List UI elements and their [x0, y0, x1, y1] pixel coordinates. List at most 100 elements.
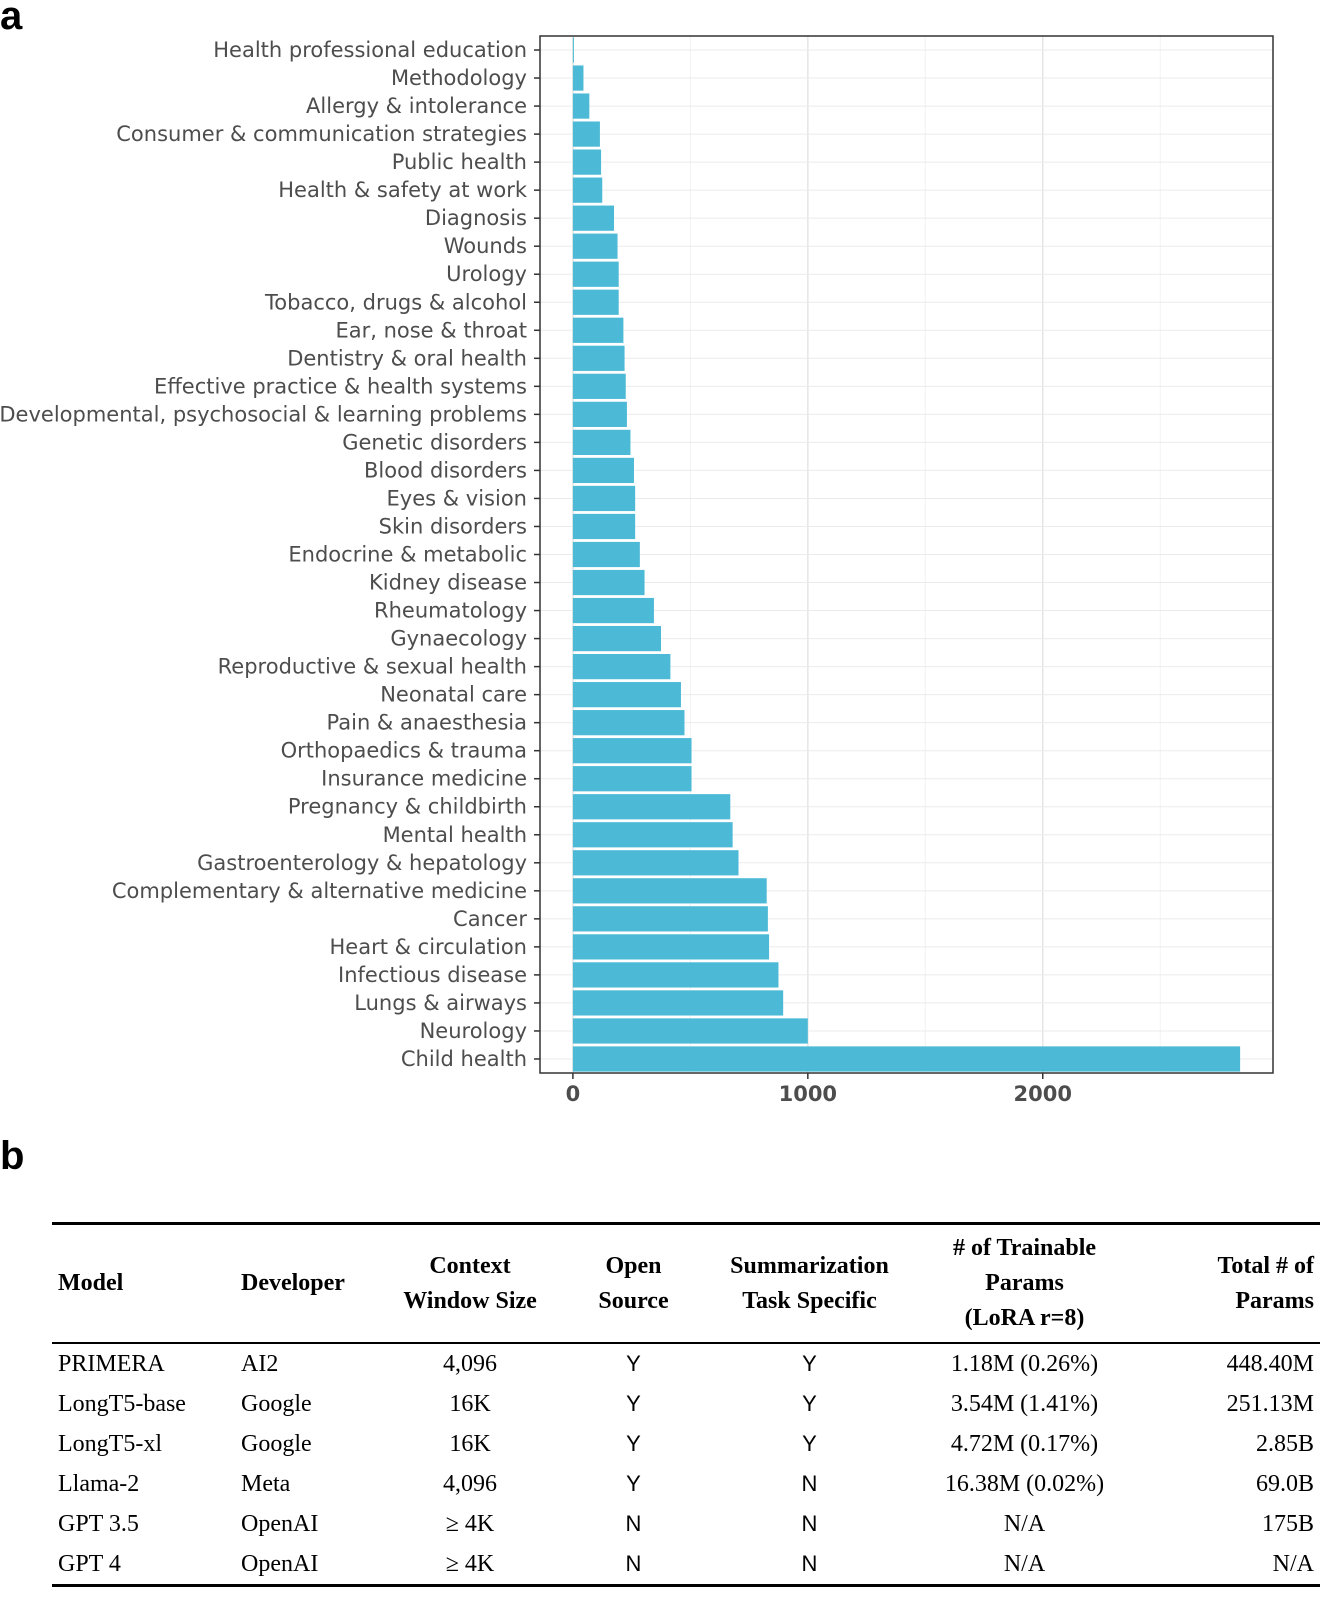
- cell-total-params: N/A: [1272, 1551, 1314, 1577]
- cell-developer: Google: [241, 1391, 312, 1417]
- cell-total-params: 251.13M: [1226, 1391, 1314, 1417]
- cell-developer: OpenAI: [241, 1551, 319, 1577]
- category-label: Genetic disorders: [342, 430, 527, 454]
- cell-model: Llama-2: [58, 1471, 140, 1497]
- cell-trainable-params: 16.38M (0.02%): [944, 1471, 1105, 1497]
- category-label: Eyes & vision: [387, 486, 527, 510]
- bar: [572, 990, 784, 1016]
- bar: [572, 429, 631, 456]
- bar: [572, 121, 600, 147]
- bar: [572, 233, 618, 259]
- cell-trainable-params: 1.18M (0.26%): [950, 1351, 1099, 1377]
- category-label: Kidney disease: [369, 571, 527, 595]
- bar: [572, 261, 619, 287]
- panel-a-label: a: [0, 0, 23, 38]
- category-label: Pregnancy & childbirth: [288, 795, 527, 819]
- bar: [572, 850, 739, 876]
- bar: [572, 682, 681, 708]
- bar: [572, 569, 645, 596]
- category-label: Endocrine & metabolic: [288, 543, 527, 567]
- cell-task-specific: Y: [802, 1431, 817, 1456]
- category-label: Methodology: [391, 66, 527, 90]
- table-row: LongT5-base Google 16K Y Y 3.54M (1.41%) 251.1…: [52, 1384, 1320, 1424]
- cell-total-params: 69.0B: [1255, 1471, 1314, 1497]
- bar: [572, 485, 636, 512]
- bar: [572, 653, 671, 680]
- plot-border: [539, 35, 1274, 1074]
- category-label: Mental health: [383, 823, 527, 847]
- category-label: Ear, nose & throat: [335, 318, 527, 342]
- category-label: Neurology: [420, 1019, 527, 1043]
- bar: [572, 401, 627, 427]
- table-header-row: Model Developer Context Window Size Open S…: [52, 1223, 1320, 1343]
- category-label: Complementary & alternative medicine: [112, 879, 527, 903]
- bar: [572, 289, 619, 315]
- bar: [572, 149, 602, 175]
- header-trainable-params: # of Trainable Params (LoRA r=8): [952, 1235, 1097, 1331]
- header-context-window: Context Window Size: [403, 1252, 537, 1314]
- table-row: Llama-2 Meta 4,096 Y N 16.38M (0.02%) 69.0B: [52, 1464, 1320, 1504]
- cell-task-specific: Y: [802, 1391, 817, 1416]
- bar: [572, 65, 584, 91]
- cell-model: GPT 3.5: [58, 1511, 139, 1537]
- cell-open-source: Y: [626, 1351, 641, 1376]
- cell-model: GPT 4: [58, 1551, 121, 1577]
- cell-developer: Google: [241, 1431, 312, 1457]
- cell-trainable-params: N/A: [1003, 1511, 1046, 1537]
- bar: [572, 1018, 808, 1044]
- cell-context: ≥ 4K: [445, 1511, 495, 1537]
- category-label: Skin disorders: [379, 514, 527, 538]
- bar: [572, 373, 626, 399]
- cell-trainable-params: 4.72M (0.17%): [950, 1431, 1099, 1457]
- category-label: Gynaecology: [390, 627, 527, 651]
- cell-total-params: 175B: [1261, 1511, 1314, 1537]
- cell-open-source: Y: [626, 1391, 641, 1416]
- header-total-params: Total # of Params: [1217, 1252, 1314, 1314]
- cell-developer: OpenAI: [241, 1511, 319, 1537]
- bar: [572, 513, 636, 540]
- header-open-source: Open Source: [598, 1252, 669, 1314]
- bar: [572, 794, 731, 820]
- cell-task-specific: N: [801, 1471, 818, 1496]
- bar: [572, 934, 770, 960]
- bar-chart: Health professional education Methodology…: [0, 35, 1274, 1106]
- table-row: PRIMERA AI2 4,096 Y Y 1.18M (0.26%) 448.40M: [52, 1343, 1320, 1384]
- bar: [572, 710, 685, 736]
- category-label: Diagnosis: [425, 206, 527, 230]
- table-row: GPT 3.5 OpenAI ≥ 4K N N N/A 175B: [52, 1504, 1320, 1544]
- model-comparison-table: Model Developer Context Window Size Open S…: [52, 1222, 1320, 1587]
- category-label: Orthopaedics & trauma: [281, 739, 527, 763]
- cell-total-params: 2.85B: [1255, 1431, 1314, 1457]
- x-tick-label: 1000: [779, 1082, 837, 1106]
- cell-open-source: Y: [626, 1431, 641, 1456]
- category-label: Pain & anaesthesia: [327, 711, 527, 735]
- bar: [572, 177, 603, 203]
- cell-model: LongT5-base: [58, 1391, 186, 1417]
- bar: [572, 457, 634, 484]
- bar: [572, 93, 590, 119]
- cell-open-source: Y: [626, 1471, 641, 1496]
- cell-open-source: N: [625, 1551, 642, 1576]
- bar: [572, 738, 692, 764]
- category-label: Effective practice & health systems: [154, 374, 527, 398]
- cell-trainable-params: N/A: [1003, 1551, 1046, 1577]
- category-label: Consumer & communication strategies: [116, 122, 527, 146]
- header-summarization: Summarization Task Specific: [730, 1252, 889, 1314]
- cell-context: 4,096: [443, 1351, 497, 1377]
- bar: [572, 822, 733, 848]
- cell-model: PRIMERA: [58, 1351, 165, 1377]
- cell-task-specific: Y: [802, 1351, 817, 1376]
- bar: [572, 345, 625, 371]
- table-row: GPT 4 OpenAI ≥ 4K N N N/A N/A: [52, 1544, 1320, 1586]
- bar: [572, 37, 574, 63]
- model-comparison-table-container: Model Developer Context Window Size Open S…: [52, 1222, 1320, 1587]
- category-label: Cancer: [453, 907, 527, 931]
- cell-context: 4,096: [443, 1471, 497, 1497]
- cell-developer: AI2: [241, 1351, 279, 1377]
- panel-b-label: b: [0, 1134, 25, 1178]
- category-label: Heart & circulation: [329, 935, 527, 959]
- category-label: Reproductive & sexual health: [218, 655, 527, 679]
- category-label: Health & safety at work: [278, 178, 528, 202]
- bar: [572, 597, 654, 624]
- category-label: Urology: [446, 262, 527, 286]
